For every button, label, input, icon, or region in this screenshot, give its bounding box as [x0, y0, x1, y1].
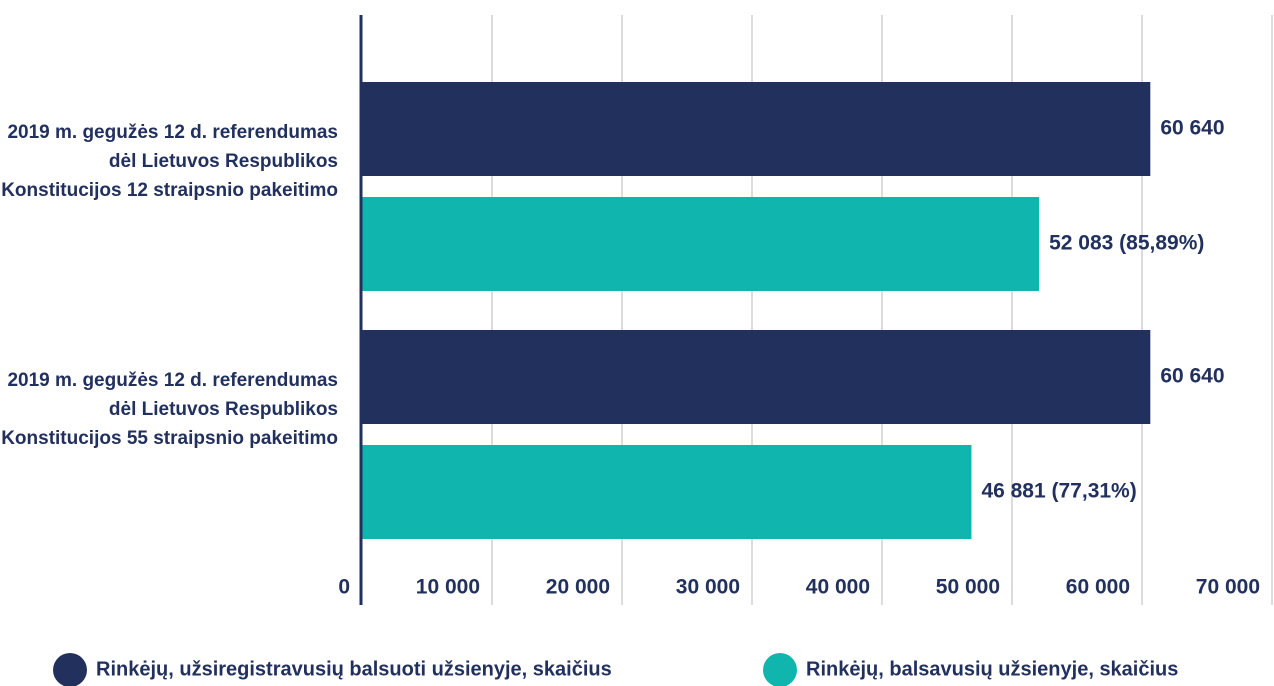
- value-label: 60 640: [1160, 117, 1224, 140]
- x-tick-label: 20 000: [546, 576, 610, 599]
- value-label: 60 640: [1160, 365, 1224, 388]
- x-tick-label: 30 000: [676, 576, 740, 599]
- legend-label: Rinkėjų, užsiregistravusių balsuoti užsi…: [96, 658, 612, 680]
- bar: [362, 330, 1151, 424]
- x-tick-label: 50 000: [936, 576, 1000, 599]
- x-tick-label: 70 000: [1196, 576, 1260, 599]
- value-label: 46 881 (77,31%): [981, 480, 1136, 503]
- bar: [362, 82, 1151, 176]
- legend-marker: [763, 653, 797, 686]
- x-tick-label: 40 000: [806, 576, 870, 599]
- bar: [362, 197, 1040, 291]
- legend-marker: [53, 653, 87, 686]
- category-label: 2019 m. gegužės 12 d. referendumas dėl L…: [1, 370, 338, 449]
- x-tick-label: 60 000: [1066, 576, 1130, 599]
- category-label: 2019 m. gegužės 12 d. referendumas dėl L…: [1, 122, 338, 201]
- x-tick-label: 0: [338, 576, 350, 599]
- value-label: 52 083 (85,89%): [1049, 232, 1204, 255]
- bar: [362, 445, 972, 539]
- legend-label: Rinkėjų, balsavusių užsienyje, skaičius: [806, 658, 1178, 680]
- x-tick-label: 10 000: [416, 576, 480, 599]
